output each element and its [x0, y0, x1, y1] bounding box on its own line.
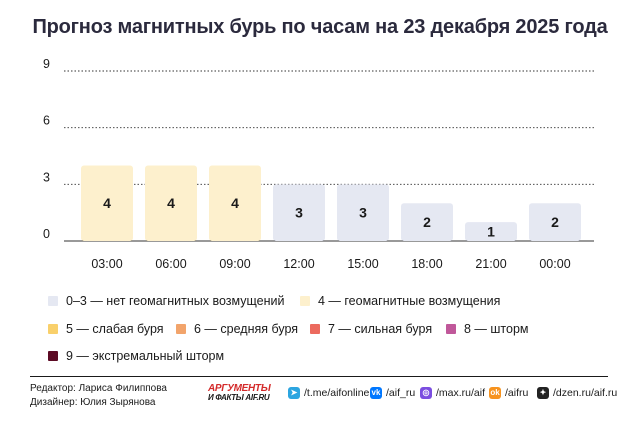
legend-swatch: [48, 296, 58, 306]
legend-label: 9 — экстремальный шторм: [66, 349, 225, 363]
legend-label: 5 — слабая буря: [66, 322, 164, 336]
bar: [81, 165, 133, 241]
x-tick-label: 09:00: [219, 257, 250, 271]
bar: [401, 203, 453, 241]
social-link-text: /dzen.ru/aif.ru: [553, 387, 618, 399]
bar: [209, 165, 261, 241]
bar-chart: 0 3 6 9 4 03:00 4 06:00 4 09:00 3 12:00 3 15:00 2 18:00…: [43, 57, 594, 271]
bar: [145, 165, 197, 241]
legend-item: 9 — экстремальный шторм: [48, 349, 224, 363]
bar-value-label: 4: [231, 195, 239, 211]
legend-swatch: [300, 296, 310, 306]
social-link[interactable]: vk/aif_ru: [370, 387, 415, 399]
bar-value-label: 4: [167, 195, 175, 211]
x-tick-label: 21:00: [475, 257, 506, 271]
legend-swatch: [176, 324, 186, 334]
bar-value-label: 3: [359, 205, 367, 221]
legend-item: 5 — слабая буря: [48, 322, 164, 336]
y-tick-label: 6: [43, 114, 50, 128]
social-link[interactable]: ✦ /dzen.ru/aif.ru: [537, 387, 617, 399]
bar: [465, 222, 517, 241]
bar-value-label: 1: [487, 224, 495, 240]
x-tick-label: 15:00: [347, 257, 378, 271]
editor-credit: Редактор: Лариса Филиппова: [30, 383, 167, 394]
legend-swatch: [310, 324, 320, 334]
social-link-text: /aif_ru: [386, 387, 416, 399]
x-tick-label: 06:00: [155, 257, 186, 271]
bar: [529, 203, 581, 241]
legend-label: 0–3 — нет геомагнитных возмущений: [66, 294, 285, 308]
vk-icon: vk: [370, 387, 382, 399]
dzen-icon: ✦: [537, 387, 549, 399]
bar: [337, 184, 389, 241]
social-link-text: /aifru: [505, 387, 529, 399]
y-tick-label: 9: [43, 57, 50, 71]
social-link-text: /max.ru/aif: [436, 387, 486, 399]
x-tick-label: 03:00: [91, 257, 122, 271]
legend-item: 4 — геомагнитные возмущения: [300, 294, 500, 308]
social-link[interactable]: ◎ /max.ru/aif: [420, 387, 485, 399]
legend-swatch: [48, 324, 58, 334]
max-icon: ◎: [420, 387, 432, 399]
social-link[interactable]: ➤ /t.me/aifonline: [288, 387, 369, 399]
bar-value-label: 4: [103, 195, 111, 211]
legend-label: 6 — средняя буря: [194, 322, 299, 336]
legend-label: 4 — геомагнитные возмущения: [318, 294, 501, 308]
legend-item: 6 — средняя буря: [176, 322, 298, 336]
telegram-icon: ➤: [288, 387, 300, 399]
social-link-text: /t.me/aifonline: [304, 387, 370, 399]
bar-value-label: 2: [423, 214, 431, 230]
bar-value-label: 2: [551, 214, 559, 230]
x-tick-label: 18:00: [411, 257, 442, 271]
bar-value-label: 3: [295, 205, 303, 221]
x-tick-label: 00:00: [539, 257, 570, 271]
social-link[interactable]: ok/aifru: [489, 387, 528, 399]
aif-logo[interactable]: АРГУМЕНТЫ И ФАКТЫ AIF.RU: [208, 383, 271, 403]
chart-title: Прогноз магнитных бурь по часам на 23 де…: [32, 16, 608, 38]
footer-divider: [30, 376, 608, 377]
y-tick-label: 0: [43, 227, 50, 241]
credits: Редактор: Лариса Филиппова Дизайнер: Юли…: [30, 382, 167, 410]
legend-item: 0–3 — нет геомагнитных возмущений: [48, 294, 284, 308]
x-tick-label: 12:00: [283, 257, 314, 271]
legend-label: 7 — сильная буря: [328, 322, 433, 336]
logo-line-1: АРГУМЕНТЫ: [208, 383, 271, 394]
odnoklassniki-icon: ok: [489, 387, 501, 399]
legend-item: 8 — шторм: [446, 322, 529, 336]
bar: [273, 184, 325, 241]
y-tick-label: 3: [43, 170, 50, 184]
legend-item: 7 — сильная буря: [310, 322, 432, 336]
legend-label: 8 — шторм: [464, 322, 529, 336]
legend-swatch: [446, 324, 456, 334]
legend-swatch: [48, 351, 58, 361]
logo-line-2: И ФАКТЫ AIF.RU: [208, 393, 270, 402]
designer-credit: Дизайнер: Юлия Зырянова: [30, 397, 156, 408]
